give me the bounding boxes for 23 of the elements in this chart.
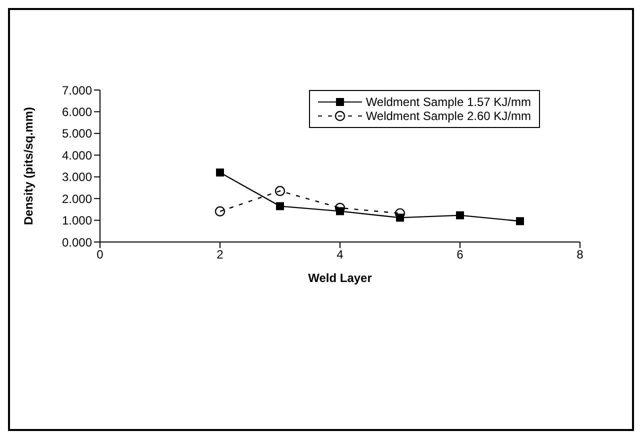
y-tick-label: 3.000 [62, 170, 92, 184]
x-tick-label: 6 [456, 248, 464, 262]
y-tick-label: 2.000 [62, 192, 92, 206]
x-axis-title: Weld Layer [308, 271, 372, 285]
x-tick-label: 0 [96, 248, 104, 262]
point [276, 202, 284, 210]
x-tick-label: 4 [336, 248, 344, 262]
point [214, 206, 226, 216]
point [516, 217, 524, 226]
y-tick-label: 7.000 [62, 83, 92, 98]
x-tick-label: 8 [576, 248, 584, 262]
legend-label: Weldment Sample 1.57 KJ/mm [366, 95, 531, 109]
y-tick-label: 4.000 [62, 148, 92, 162]
y-tick-label: 5.000 [62, 126, 92, 141]
point [274, 186, 286, 196]
y-tick-label: 1.000 [62, 214, 92, 228]
point [216, 168, 224, 177]
y-tick-label: 0.000 [62, 235, 92, 250]
x-tick-label: 2 [216, 248, 224, 262]
point [456, 211, 464, 220]
legend-label: Weldment Sample 2.60 KJ/mm [366, 109, 531, 123]
y-axis-title: Density (pits/sq.mm) [21, 106, 36, 226]
y-tick-label: 6.000 [62, 104, 92, 119]
